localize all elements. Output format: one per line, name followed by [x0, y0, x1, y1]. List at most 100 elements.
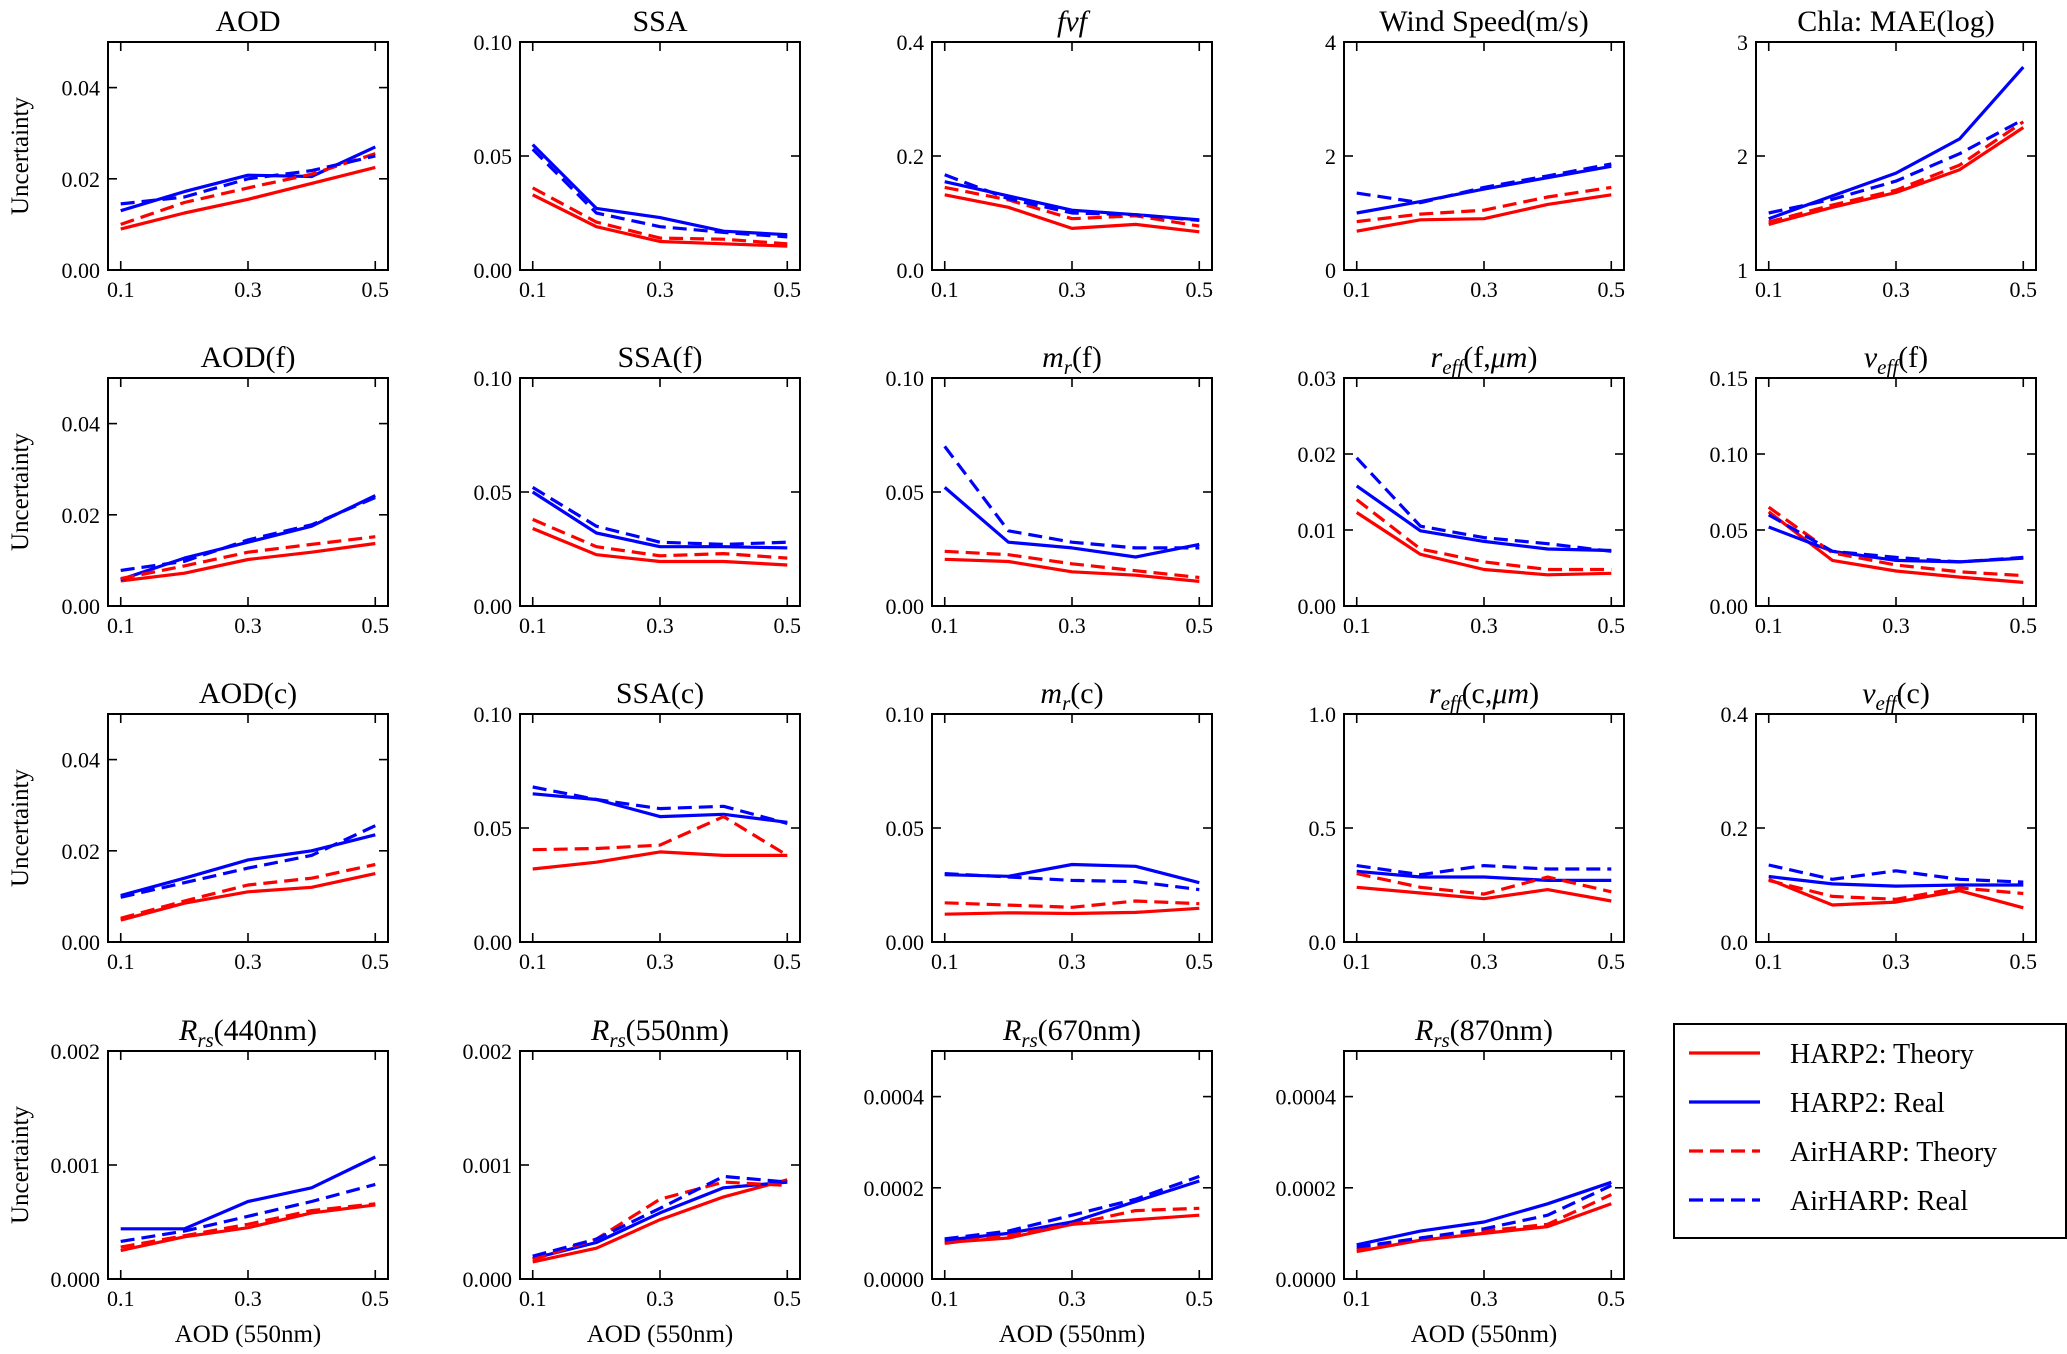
series-line-airharp-real [1768, 118, 2025, 215]
x-tick-label: 0.3 [646, 613, 674, 638]
series-line-airharp-theory [120, 862, 376, 920]
y-tick-label: 0.10 [474, 702, 513, 727]
series-line-airharp-theory [944, 185, 1200, 228]
subplot-wind-speed-m-s: 0 2 4 0.1 0.3 0.5 Wind Speed(m/s) [1325, 5, 1625, 302]
series-line-harp2-real [1356, 1180, 1612, 1247]
series-line-harp2-theory [1356, 193, 1612, 233]
series-line-harp2-real [532, 1180, 788, 1261]
x-axis-label: AOD (550nm) [999, 1321, 1146, 1348]
series-line-airharp-theory [120, 535, 376, 581]
y-axis-label: Uncertainty [7, 769, 34, 888]
x-tick-label: 0.1 [519, 277, 547, 302]
x-tick-label: 0.1 [1343, 277, 1371, 302]
series-line-harp2-theory [944, 1213, 1200, 1245]
series-line-airharp-real [532, 785, 788, 825]
x-tick-label: 0.3 [1470, 1286, 1498, 1311]
y-tick-label: 0.00 [1710, 594, 1749, 619]
x-tick-label: 0.3 [1058, 277, 1086, 302]
x-tick-label: 0.5 [1186, 277, 1214, 302]
series-line-harp2-real [1768, 66, 2025, 221]
y-tick-label: 0.002 [51, 1039, 101, 1064]
y-tick-label: 0.05 [474, 816, 513, 841]
y-tick-label: 0.04 [62, 412, 101, 437]
plot-title: AOD [216, 5, 281, 38]
subplot-m-r-f: 0.00 0.05 0.10 0.1 0.3 0.5 mr(f) [886, 341, 1214, 638]
series-line-harp2-theory [532, 1178, 788, 1264]
subplot-aod-f: 0.00 0.02 0.04 0.1 0.3 0.5 AOD(f) Uncertainty [7, 341, 389, 638]
y-tick-label: 0.02 [1298, 442, 1337, 467]
series-line-airharp-theory [944, 549, 1200, 580]
x-tick-label: 0.3 [1470, 277, 1498, 302]
series-line-airharp-real [1355, 456, 1612, 553]
plot-title: Wind Speed(m/s) [1379, 5, 1589, 38]
y-tick-label: 0.05 [886, 816, 925, 841]
plot-title: veff(c) [1862, 677, 1930, 715]
x-tick-label: 0.5 [362, 613, 390, 638]
series-line-harp2-real [120, 1155, 376, 1231]
series-line-harp2-theory [1768, 126, 2025, 226]
x-tick-label: 0.1 [931, 1286, 959, 1311]
series-line-airharp-real [531, 148, 788, 239]
y-tick-label: 0.2 [1721, 816, 1749, 841]
x-tick-label: 0.1 [1343, 949, 1371, 974]
x-tick-label: 0.1 [931, 277, 959, 302]
y-tick-label: 0.05 [474, 144, 513, 169]
x-tick-label: 0.5 [2010, 277, 2038, 302]
series-line-harp2-real [120, 494, 376, 582]
legend-label-airharp-theory: AirHARP: Theory [1790, 1137, 1997, 1168]
series-line-airharp-real [1767, 513, 2024, 564]
y-tick-label: 0.0000 [864, 1267, 925, 1292]
y-tick-label: 0.00 [474, 594, 513, 619]
y-tick-label: 0.4 [897, 30, 925, 55]
y-tick-label: 0.0 [897, 258, 925, 283]
y-tick-label: 0.10 [886, 702, 925, 727]
x-tick-label: 0.5 [362, 1286, 390, 1311]
y-tick-label: 0.001 [463, 1153, 513, 1178]
series-line-airharp-real [1356, 863, 1612, 877]
plot-frame [1755, 713, 2037, 943]
series-line-harp2-theory [944, 193, 1200, 234]
legend: HARP2: Theory HARP2: Real AirHARP: Theory A… [1673, 1023, 2067, 1239]
x-tick-label: 0.3 [234, 949, 262, 974]
y-tick-label: 0.05 [1710, 518, 1749, 543]
y-tick-label: 0.05 [886, 480, 925, 505]
x-tick-label: 0.1 [107, 613, 135, 638]
plot-title: Rrs(670nm) [1002, 1014, 1141, 1052]
y-tick-label: 0.00 [886, 594, 925, 619]
subplot-r-rs-550nm: 0.000 0.001 0.002 0.1 0.3 0.5 Rrs(550nm) AOD (5… [463, 1014, 802, 1348]
subplot-r-rs-670nm: 0.0000 0.0002 0.0004 0.1 0.3 0.5 Rrs(670nm) AOD… [864, 1014, 1214, 1348]
plot-frame [1343, 377, 1625, 607]
series-line-harp2-theory [120, 1203, 376, 1253]
y-tick-label: 0.0002 [864, 1176, 925, 1201]
y-tick-label: 0.05 [474, 480, 513, 505]
y-tick-label: 0.15 [1710, 366, 1749, 391]
series-line-harp2-real [1356, 164, 1612, 215]
series-line-harp2-theory [1356, 885, 1612, 903]
series-line-airharp-theory [1768, 120, 2025, 224]
x-tick-label: 0.3 [234, 1286, 262, 1311]
series-line-harp2-real [1768, 874, 2024, 888]
y-tick-label: 0.0004 [1276, 1085, 1337, 1110]
x-tick-label: 0.3 [1882, 613, 1910, 638]
series-line-airharp-theory [1356, 872, 1612, 896]
legend-label-harp2-real: HARP2: Real [1790, 1088, 1945, 1119]
y-tick-label: 0.00 [474, 930, 513, 955]
y-tick-label: 2 [1325, 144, 1336, 169]
subplot-fvf: 0.0 0.2 0.4 0.1 0.3 0.5 fvf [897, 5, 1214, 302]
plot-title: AOD(c) [199, 677, 297, 710]
y-tick-label: 0.0 [1721, 930, 1749, 955]
legend-label-airharp-real: AirHARP: Real [1790, 1186, 1968, 1217]
x-tick-label: 0.5 [774, 949, 802, 974]
x-tick-label: 0.1 [1755, 949, 1783, 974]
subplot-v-eff-c: 0.0 0.2 0.4 0.1 0.3 0.5 veff(c) [1721, 677, 2038, 974]
x-tick-label: 0.5 [774, 613, 802, 638]
series-line-harp2-real [532, 792, 788, 824]
x-tick-label: 0.1 [931, 613, 959, 638]
series-line-harp2-theory [1355, 511, 1612, 577]
y-tick-label: 0.10 [886, 366, 925, 391]
series-line-harp2-real [1355, 484, 1612, 553]
x-tick-label: 0.3 [1882, 949, 1910, 974]
series-line-airharp-theory [531, 186, 788, 246]
plot-title: reff(c,μm) [1429, 677, 1539, 715]
